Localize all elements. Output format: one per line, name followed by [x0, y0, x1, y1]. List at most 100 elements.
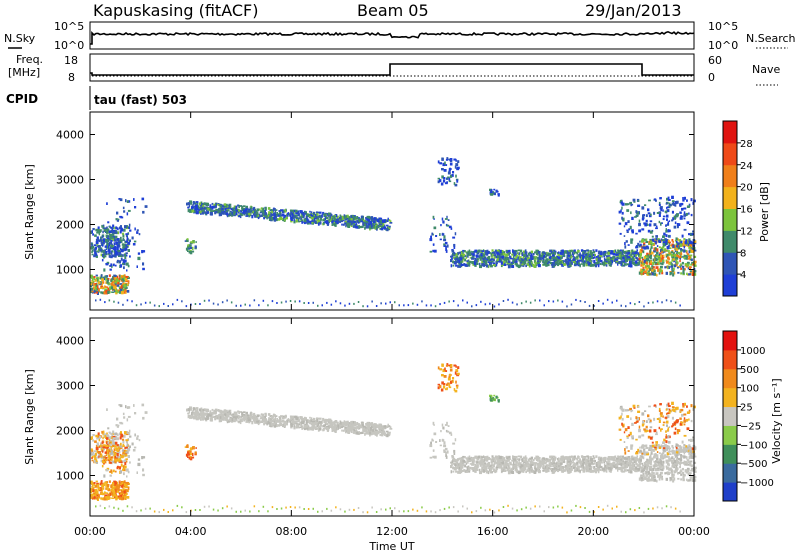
power-mark — [431, 232, 434, 236]
power-mark — [576, 255, 578, 259]
power-mark — [245, 211, 249, 214]
power-mark — [506, 251, 509, 254]
power-mark — [268, 211, 271, 215]
velocity-mark — [330, 509, 333, 512]
power-mark — [100, 287, 103, 289]
power-mark — [91, 290, 94, 293]
velocity-mark — [123, 480, 126, 483]
velocity-mark — [97, 484, 100, 488]
power-mark — [293, 218, 295, 222]
power-mark — [470, 250, 472, 253]
power-mark — [610, 250, 613, 254]
power-mark — [568, 258, 571, 262]
power-mark — [630, 258, 633, 261]
power-mark — [595, 262, 598, 265]
power-mark — [451, 257, 453, 260]
velocity-mark — [105, 496, 108, 499]
power-mark — [542, 259, 545, 263]
power-mark — [117, 218, 120, 221]
power-mark — [205, 209, 208, 212]
power-mark — [652, 244, 655, 246]
power-mark — [219, 204, 222, 208]
power-mark — [210, 210, 213, 212]
power-mark — [140, 303, 142, 306]
power-mark — [514, 260, 516, 264]
power-mark — [119, 283, 123, 285]
power-mark — [115, 252, 118, 256]
power-mark — [674, 301, 677, 304]
velocity-mark — [94, 489, 97, 492]
power-mark — [524, 256, 527, 259]
power-mark — [199, 303, 201, 305]
velocity-mark — [110, 441, 112, 445]
power-mark — [587, 260, 590, 264]
colorbar-cell — [723, 230, 737, 253]
power-mark — [251, 211, 253, 214]
velocity-mark — [127, 496, 130, 499]
power-mark — [271, 213, 274, 216]
power-mark — [172, 303, 174, 306]
velocity-mark — [350, 424, 353, 427]
power-mark — [123, 248, 126, 251]
power-mark — [100, 282, 103, 286]
power-mark — [624, 263, 627, 266]
power-mark — [637, 252, 641, 256]
velocity-mark — [353, 426, 356, 429]
power-mark — [126, 237, 129, 241]
power-mark — [653, 223, 657, 227]
power-mark — [215, 202, 218, 206]
velocity-mark — [350, 421, 353, 424]
power-mark — [512, 249, 514, 253]
power-mark — [637, 242, 640, 246]
power-mark — [624, 222, 628, 226]
freq-panel: Freq. [MHz] 18 8 60 0 Nave — [8, 53, 780, 86]
power-mark — [561, 252, 564, 255]
power-mark — [622, 254, 624, 256]
velocity-mark — [106, 437, 109, 440]
power-mark — [107, 235, 110, 238]
velocity-mark — [208, 505, 210, 508]
velocity-mark — [307, 419, 311, 422]
power-mark — [117, 253, 121, 256]
power-mark — [621, 211, 624, 215]
power-mark — [673, 225, 677, 229]
velocity-mark — [215, 415, 219, 417]
velocity-mark — [376, 433, 378, 437]
power-mark — [478, 256, 481, 259]
power-mark — [375, 223, 377, 225]
power-mark — [233, 205, 237, 209]
velocity-mark — [198, 416, 201, 420]
power-mark — [260, 214, 263, 217]
velocity-mark — [387, 423, 389, 427]
power-mark — [302, 214, 305, 217]
power-mark — [105, 290, 108, 293]
power-mark — [658, 272, 661, 275]
power-mark — [574, 251, 577, 254]
velocity-mark — [283, 422, 285, 425]
velocity-mark — [340, 425, 343, 429]
velocity-mark — [386, 434, 389, 438]
power-mark — [240, 205, 242, 207]
velocity-mark — [125, 451, 128, 454]
power-mark — [642, 267, 645, 269]
power-mark — [295, 218, 299, 222]
velocity-mark — [232, 413, 234, 416]
power-mark — [635, 254, 637, 258]
velocity-mark — [372, 427, 376, 430]
power-mark — [500, 259, 502, 262]
power-mark — [644, 265, 647, 268]
power-mark — [203, 207, 206, 210]
power-mark — [671, 239, 674, 241]
power-mark — [642, 250, 645, 254]
power-mark — [117, 240, 120, 244]
power-mark — [96, 228, 100, 232]
velocity-mark — [123, 454, 126, 457]
power-mark — [537, 259, 539, 262]
power-mark — [382, 225, 385, 228]
power-mark — [126, 283, 129, 286]
power-mark — [191, 250, 195, 253]
power-mark — [539, 299, 541, 302]
power-mark — [570, 261, 573, 265]
velocity-mark — [318, 421, 321, 424]
power-mark — [679, 205, 682, 207]
